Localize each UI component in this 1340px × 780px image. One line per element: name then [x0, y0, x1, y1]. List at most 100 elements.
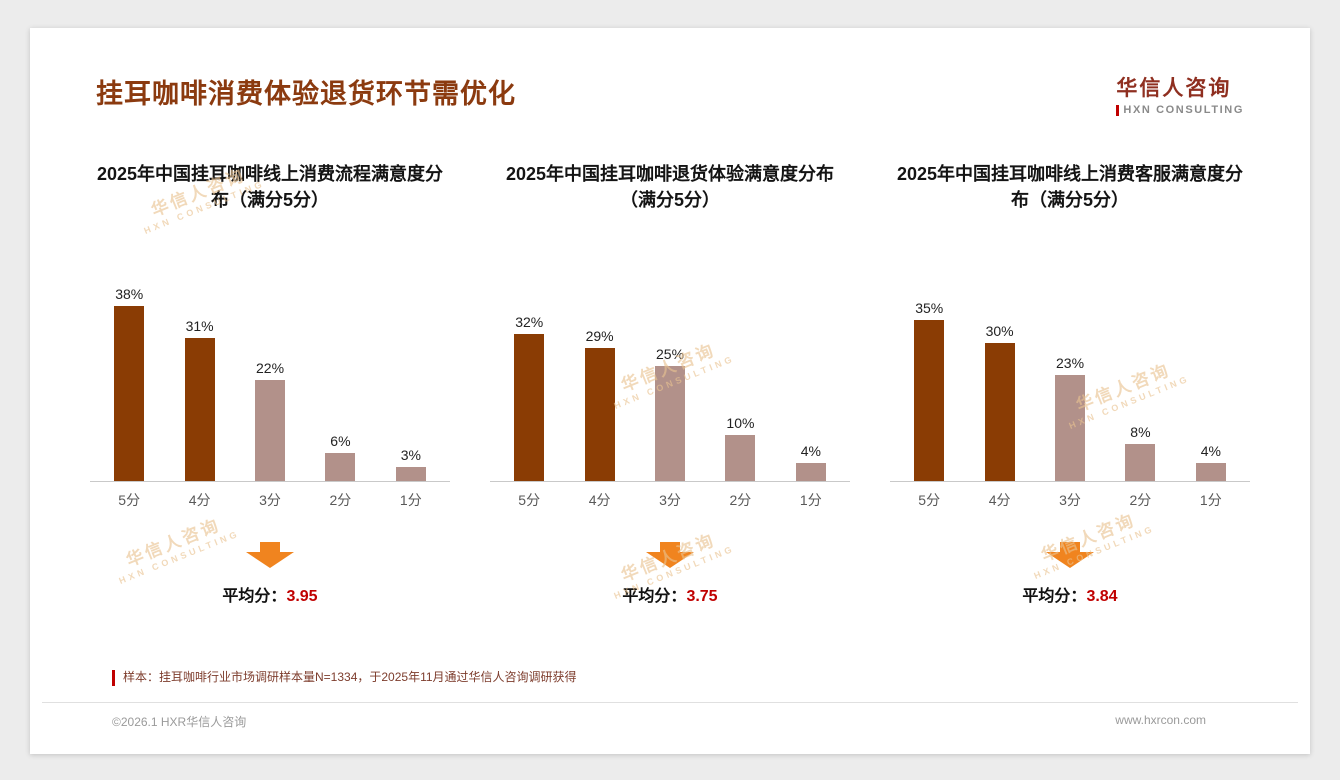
chart-title: 2025年中国挂耳咖啡退货体验满意度分布（满分5分） — [505, 164, 835, 211]
bar-value-label: 4% — [1200, 443, 1221, 459]
average-score: 平均分：3.75 — [490, 582, 850, 606]
bar-group: 22% — [235, 360, 305, 481]
logo-red-bar-icon — [1116, 104, 1120, 116]
bar-group: 10% — [705, 415, 775, 481]
bar — [395, 467, 426, 481]
bar-category-label: 5分 — [918, 492, 941, 508]
down-arrow-icon — [1046, 542, 1094, 568]
chart-process-satisfaction: 2025年中国挂耳咖啡线上消费流程满意度分布（满分5分） 38% 31% 22% 6%… — [70, 161, 470, 606]
bar-value-label: 10% — [726, 415, 755, 431]
bar-value-label: 35% — [915, 300, 944, 316]
bar-group: 23% — [1035, 355, 1105, 481]
report-card: 华信人咨询 HXN CONSULTING 华信人咨询 HXN CONSULTIN… — [30, 28, 1310, 754]
page-title: 挂耳咖啡消费体验退货环节需优化 — [96, 79, 516, 109]
arrow-wrap — [890, 542, 1250, 568]
chart-service-satisfaction: 2025年中国挂耳咖啡线上消费客服满意度分布（满分5分） 35% 30% 23% 8%… — [870, 161, 1270, 606]
bar-value-label: 22% — [256, 360, 285, 376]
chart-return-satisfaction: 2025年中国挂耳咖啡退货体验满意度分布（满分5分） 32% 29% 25% 10% 4… — [470, 161, 870, 606]
bar-plot: 38% 31% 22% 6% 3% — [90, 261, 450, 482]
bar — [725, 435, 756, 481]
bar — [514, 334, 545, 481]
bar — [984, 343, 1015, 481]
bar-group: 35% — [894, 300, 964, 481]
bar-category-label: 5分 — [118, 492, 141, 508]
average-label: 平均分： — [622, 588, 687, 605]
bar-value-label: 38% — [115, 286, 144, 302]
average-value: 3.84 — [1086, 588, 1118, 605]
footer: ©2026.1 HXR华信人咨询 www.hxrcon.com — [30, 703, 1310, 730]
bar-group: 25% — [635, 346, 705, 481]
arrow-wrap — [490, 542, 850, 568]
bar-category-label: 2分 — [1129, 492, 1152, 508]
bar — [1195, 463, 1226, 481]
website-text: www.hxrcon.com — [1115, 712, 1206, 727]
bar-value-label: 32% — [515, 314, 544, 330]
bar-category-label: 1分 — [399, 492, 422, 508]
average-score: 平均分：3.95 — [90, 582, 450, 606]
bar-group: 6% — [305, 433, 375, 481]
bar-category-label: 3分 — [659, 492, 681, 508]
down-arrow-icon — [646, 542, 694, 568]
average-value: 3.75 — [686, 588, 718, 605]
bar — [655, 366, 686, 481]
logo-en-row: HXN CONSULTING — [1116, 104, 1244, 116]
bar-category-label: 4分 — [188, 492, 211, 508]
category-axis: 5分 4分 3分 2分 1分 — [890, 490, 1250, 510]
bar-category-label: 3分 — [1059, 492, 1081, 508]
bar-value-label: 23% — [1056, 355, 1085, 371]
charts-row: 2025年中国挂耳咖啡线上消费流程满意度分布（满分5分） 38% 31% 22% 6%… — [30, 161, 1310, 606]
down-arrow-icon — [246, 542, 294, 568]
bar-value-label: 4% — [800, 443, 821, 459]
bar-group: 38% — [94, 286, 164, 481]
bar — [114, 306, 145, 481]
bar-group: 3% — [376, 447, 446, 481]
average-label: 平均分： — [222, 588, 287, 605]
bar — [1055, 375, 1086, 481]
bar-category-label: 3分 — [259, 492, 281, 508]
bar-group: 29% — [564, 328, 634, 481]
bar-value-label: 29% — [585, 328, 614, 344]
footer-divider — [42, 701, 1298, 703]
bar-value-label: 8% — [1130, 424, 1151, 440]
bar-group: 4% — [1176, 443, 1246, 481]
bar — [325, 453, 356, 481]
bar-value-label: 3% — [400, 447, 421, 463]
bar-category-label: 1分 — [1199, 492, 1222, 508]
bar-value-label: 30% — [985, 323, 1014, 339]
average-value: 3.95 — [286, 588, 318, 605]
bar-group: 8% — [1105, 424, 1175, 481]
bar-category-label: 4分 — [588, 492, 611, 508]
bar-value-label: 31% — [185, 318, 214, 334]
category-axis: 5分 4分 3分 2分 1分 — [90, 490, 450, 510]
bar-category-label: 2分 — [729, 492, 752, 508]
bar — [795, 463, 826, 481]
bar-plot: 32% 29% 25% 10% 4% — [490, 261, 850, 482]
bar-group: 32% — [494, 314, 564, 481]
bar-plot: 35% 30% 23% 8% 4% — [890, 261, 1250, 482]
bar-group: 30% — [964, 323, 1034, 481]
bar-group: 4% — [776, 443, 846, 481]
arrow-wrap — [90, 542, 450, 568]
bar-category-label: 4分 — [988, 492, 1011, 508]
copyright-text: ©2026.1 HXR华信人咨询 — [112, 714, 247, 729]
bar — [914, 320, 945, 481]
bar-value-label: 6% — [330, 433, 351, 449]
category-axis: 5分 4分 3分 2分 1分 — [490, 490, 850, 510]
header: 挂耳咖啡消费体验退货环节需优化 华信人咨询 HXN CONSULTING — [30, 28, 1310, 116]
bar — [584, 348, 615, 481]
bar — [1125, 444, 1156, 481]
bar — [184, 338, 215, 481]
sample-footnote: 样本：挂耳咖啡行业市场调研样本量N=1334，于2025年11月通过华信人咨询调… — [112, 670, 1310, 686]
chart-title: 2025年中国挂耳咖啡线上消费客服满意度分布（满分5分） — [896, 164, 1244, 211]
average-label: 平均分： — [1022, 588, 1087, 605]
bar-category-label: 2分 — [329, 492, 352, 508]
bar-value-label: 25% — [656, 346, 685, 362]
bar-category-label: 5分 — [518, 492, 541, 508]
bar-group: 31% — [164, 318, 234, 481]
bar-category-label: 1分 — [799, 492, 822, 508]
bar — [255, 380, 286, 481]
logo-en-text: HXN CONSULTING — [1123, 104, 1244, 116]
brand-logo: 华信人咨询 HXN CONSULTING — [1116, 72, 1244, 116]
average-score: 平均分：3.84 — [890, 582, 1250, 606]
chart-title: 2025年中国挂耳咖啡线上消费流程满意度分布（满分5分） — [96, 164, 444, 211]
